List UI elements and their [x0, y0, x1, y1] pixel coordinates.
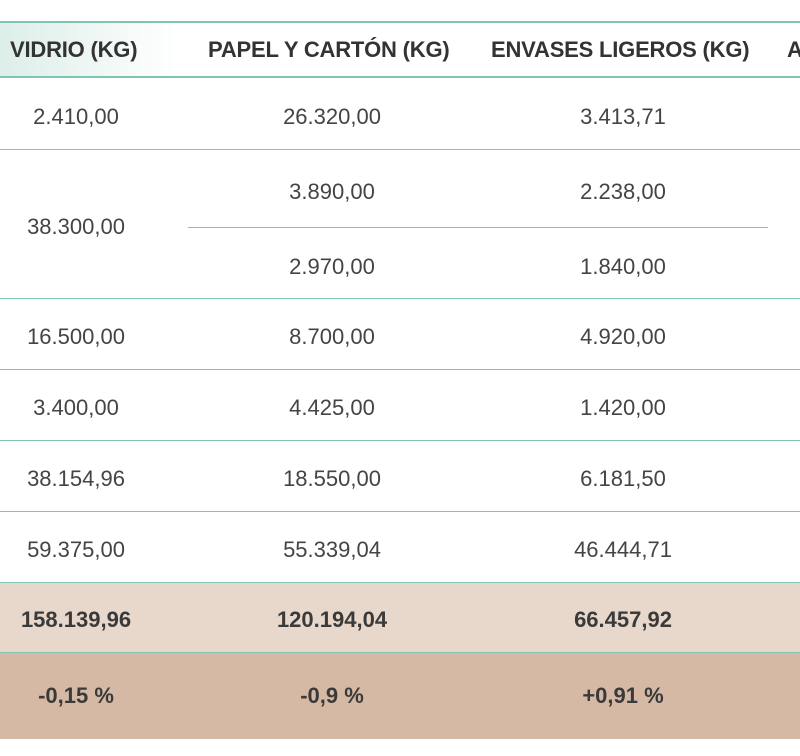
percent-change-row	[0, 653, 800, 739]
row-divider	[0, 149, 800, 150]
pct-papel: -0,9 %	[300, 683, 364, 708]
row-divider	[0, 652, 800, 653]
total-envases: 66.457,92	[574, 607, 672, 632]
row-divider	[0, 440, 800, 441]
header-vidrio: VIDRIO (KG)	[10, 37, 138, 62]
cell-papel-row4: 4.425,00	[289, 395, 375, 420]
total-vidrio: 158.139,96	[20, 607, 132, 632]
cell-papel-row2a: 3.890,00	[289, 179, 375, 204]
cell-envases-row4: 1.420,00	[580, 395, 666, 420]
pct-vidrio: -0,15 %	[38, 683, 114, 708]
totals-row	[0, 583, 800, 652]
header-papel-carton: PAPEL Y CARTÓN (KG)	[208, 37, 450, 62]
cell-envases-row3: 4.920,00	[580, 324, 666, 349]
cell-vidrio-row1: 2.410,00	[33, 104, 119, 129]
cell-papel-row2b: 2.970,00	[289, 254, 375, 279]
cell-papel-row1: 26.320,00	[283, 104, 381, 129]
row-divider	[0, 369, 800, 370]
row-divider	[0, 298, 800, 299]
row-divider	[0, 582, 800, 583]
cell-papel-row6: 55.339,04	[283, 537, 381, 562]
header-truncated: A	[787, 37, 800, 62]
cell-vidrio-row4: 3.400,00	[33, 395, 119, 420]
cell-vidrio-row2: 38.300,00	[27, 214, 125, 239]
cell-envases-row2b: 1.840,00	[580, 254, 666, 279]
cell-envases-row2a: 2.238,00	[580, 179, 666, 204]
cell-vidrio-row5: 38.154,96	[27, 466, 125, 491]
cell-papel-row5: 18.550,00	[283, 466, 381, 491]
inner-divider	[188, 227, 768, 228]
header-envases-ligeros: ENVASES LIGEROS (KG)	[491, 37, 750, 62]
cell-envases-row1: 3.413,71	[580, 104, 666, 129]
table-header	[0, 21, 800, 78]
pct-envases: +0,91 %	[582, 683, 664, 708]
cell-envases-row6: 46.444,71	[574, 537, 672, 562]
cell-vidrio-row6: 59.375,00	[27, 537, 125, 562]
row-divider	[0, 511, 800, 512]
cell-papel-row3: 8.700,00	[289, 324, 375, 349]
total-papel: 120.194,04	[276, 607, 388, 632]
cell-vidrio-row3: 16.500,00	[27, 324, 125, 349]
cell-envases-row5: 6.181,50	[580, 466, 666, 491]
